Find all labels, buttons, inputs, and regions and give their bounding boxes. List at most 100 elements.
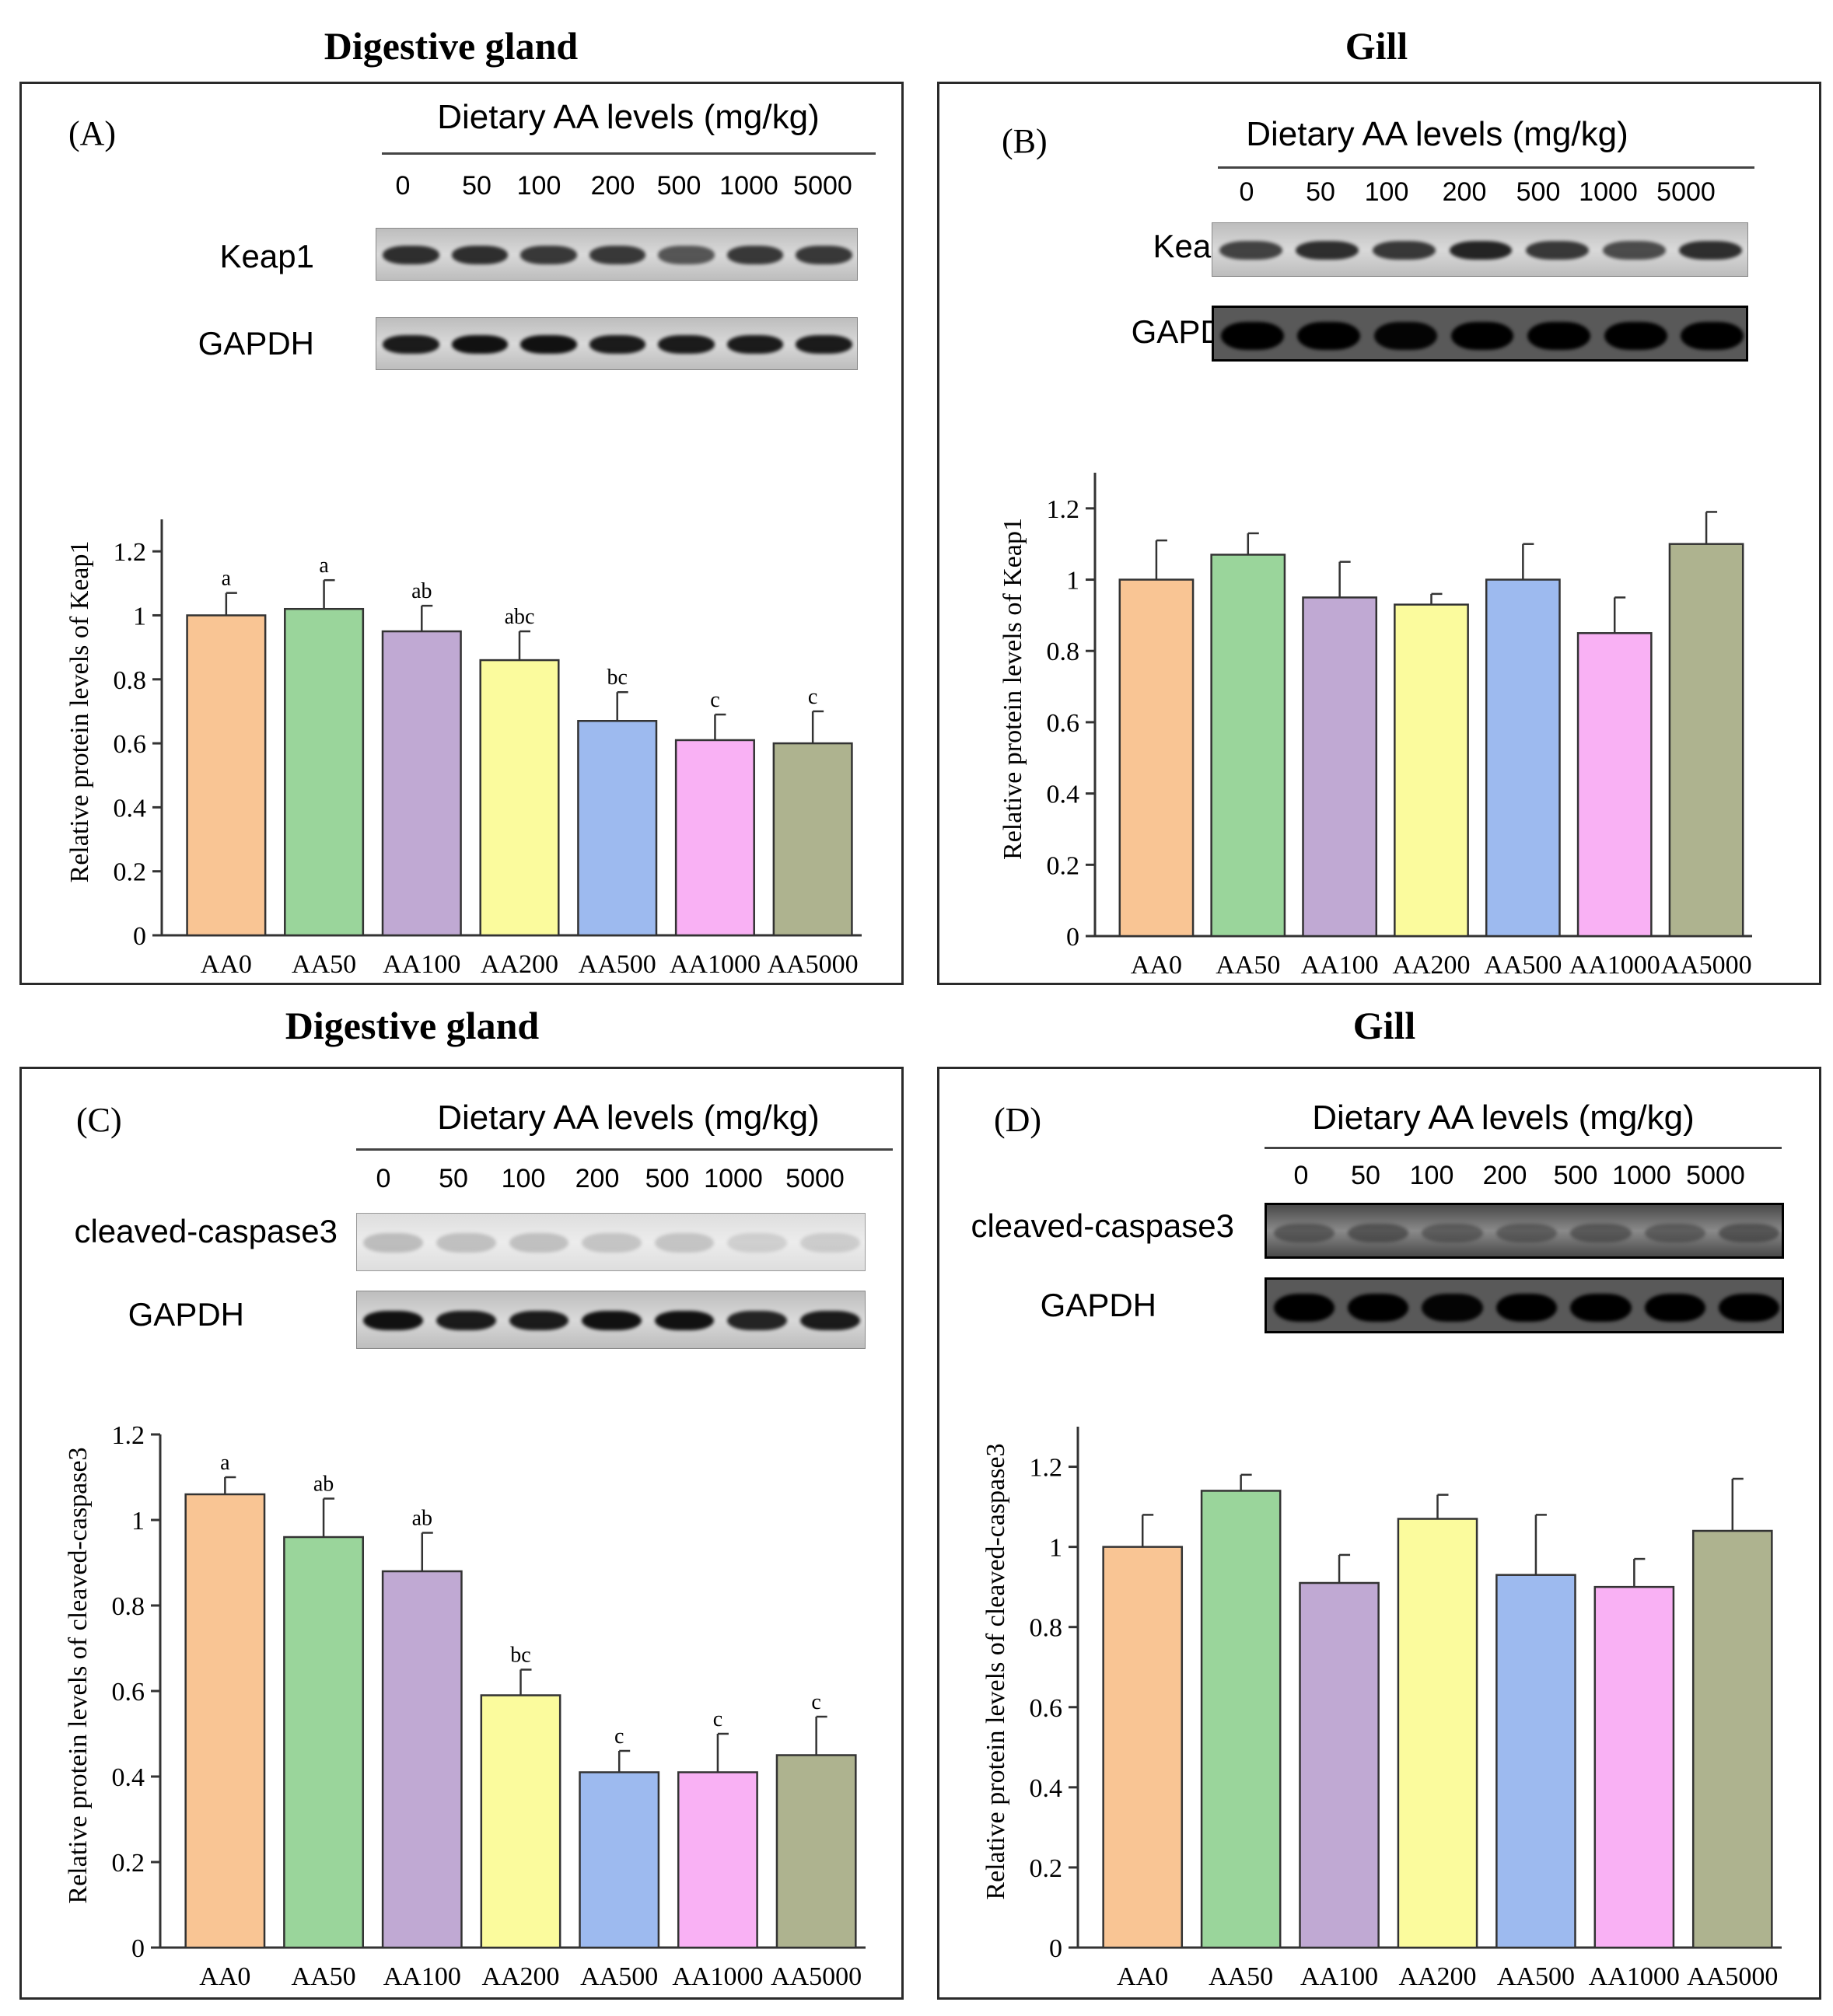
- x-tick-label: AA50: [292, 950, 356, 979]
- lane-label: 0: [376, 1164, 391, 1193]
- divider-line: [382, 152, 876, 155]
- blot-label-gapdh: GAPDH: [1040, 1287, 1156, 1323]
- y-tick-label: 0: [1049, 1934, 1062, 1963]
- x-tick-label: AA200: [1392, 951, 1470, 980]
- blot-band: [382, 246, 439, 264]
- significance-letter: ab: [313, 1473, 334, 1497]
- y-tick-label: 1.2: [114, 538, 147, 567]
- bar: [577, 720, 658, 937]
- y-tick-label: 0.8: [1047, 638, 1080, 666]
- y-tick-label: 0.6: [112, 1678, 145, 1707]
- y-tick-label: 0: [1066, 923, 1079, 952]
- blot-band: [1297, 322, 1361, 350]
- blot-band: [1296, 241, 1359, 260]
- panel-c: (C) Dietary AA levels (mg/kg) 0 50 100 200 5…: [19, 1067, 904, 2000]
- western-blot-gapdh: [356, 1291, 866, 1349]
- x-tick-label: AA0: [201, 950, 252, 979]
- blot-band: [582, 1310, 642, 1331]
- blot-band: [799, 1232, 860, 1253]
- y-tick-label: 0.2: [114, 858, 147, 887]
- lane-label: 100: [1409, 1161, 1454, 1190]
- divider-line: [1265, 1147, 1782, 1149]
- significance-letter: c: [713, 1707, 722, 1731]
- bar: [479, 659, 560, 937]
- blot-band: [1219, 241, 1282, 260]
- lane-label: 1000: [1612, 1161, 1671, 1190]
- y-tick-label: 0.6: [114, 730, 147, 759]
- blot-band: [658, 246, 715, 264]
- lane-label: 200: [575, 1164, 620, 1193]
- bar: [1102, 1546, 1184, 1949]
- blot-band: [451, 246, 509, 264]
- lane-label: 50: [439, 1164, 468, 1193]
- bar: [674, 739, 755, 937]
- x-tick-label: AA1000: [1569, 951, 1660, 980]
- x-tick-label: AA50: [1216, 951, 1280, 980]
- blot-band: [436, 1310, 496, 1331]
- blot-band: [1644, 1294, 1705, 1322]
- y-tick-label: 0: [131, 1934, 145, 1963]
- blot-band: [726, 335, 784, 354]
- lane-label: 0: [1239, 177, 1254, 207]
- blot-band: [1570, 1223, 1632, 1243]
- panel-label: (D): [994, 1101, 1042, 1139]
- bar: [186, 614, 267, 937]
- bar: [1302, 596, 1378, 938]
- bar: [1200, 1490, 1282, 1949]
- divider-line: [356, 1148, 893, 1151]
- blot-band: [727, 1310, 787, 1331]
- x-tick-label: AA5000: [771, 1962, 862, 1991]
- lane-label: 500: [1516, 177, 1561, 207]
- significance-letter: a: [319, 554, 329, 578]
- y-tick-label: 0.4: [1047, 781, 1080, 809]
- lane-label: 200: [1482, 1161, 1527, 1190]
- lane-label: 1000: [704, 1164, 763, 1193]
- bar: [677, 1771, 758, 1949]
- lane-label: 100: [501, 1164, 546, 1193]
- bar: [579, 1771, 660, 1949]
- blot-band: [1373, 241, 1436, 260]
- x-tick-label: AA0: [1131, 951, 1182, 980]
- x-tick-label: AA500: [1484, 951, 1562, 980]
- y-tick-label: 0.2: [112, 1849, 145, 1878]
- lane-label: 100: [516, 171, 561, 201]
- blot-band: [1681, 322, 1744, 350]
- y-axis-label: Relative protein levels of Keap1: [999, 518, 1027, 860]
- bar: [1691, 1529, 1773, 1949]
- blot-band: [363, 1232, 424, 1253]
- bar: [1299, 1581, 1380, 1949]
- blot-band: [589, 335, 646, 354]
- x-tick-label: AA0: [1117, 1962, 1168, 1991]
- bar: [1668, 543, 1744, 938]
- x-tick-label: AA500: [580, 1962, 658, 1991]
- blot-label-gapdh: GAPDH: [128, 1296, 244, 1333]
- significance-letter: ab: [412, 1507, 432, 1531]
- blot-band: [1604, 322, 1667, 350]
- lane-label: 5000: [785, 1164, 845, 1193]
- western-blot-keap1: [1212, 222, 1748, 277]
- x-tick-label: AA100: [383, 1962, 461, 1991]
- blot-band: [1449, 241, 1513, 260]
- bar: [381, 630, 462, 937]
- lane-label: 500: [1553, 1161, 1598, 1190]
- x-tick-label: AA200: [481, 950, 558, 979]
- western-blot-cleaved-caspase3: [1265, 1203, 1784, 1259]
- x-tick-label: AA50: [1209, 1962, 1273, 1991]
- title-digestive-gland-bottom: Digestive gland: [285, 1004, 540, 1047]
- blot-band: [1348, 1223, 1409, 1243]
- y-tick-label: 1: [1066, 567, 1079, 596]
- y-axis-label: Relative protein levels of cleaved-caspa…: [64, 1447, 93, 1903]
- lane-label: 50: [1306, 177, 1335, 207]
- bar: [381, 1570, 463, 1949]
- bar: [283, 1536, 365, 1949]
- x-tick-label: AA1000: [1589, 1962, 1680, 1991]
- blot-band: [654, 1310, 715, 1331]
- y-tick-label: 0.2: [1047, 851, 1080, 880]
- blot-label-gapdh: GAPDH: [198, 325, 314, 362]
- blot-band: [436, 1232, 496, 1253]
- blot-band: [796, 246, 853, 264]
- lane-label: 5000: [1686, 1161, 1745, 1190]
- y-tick-label: 0.8: [1030, 1614, 1063, 1643]
- significance-letter: c: [811, 1690, 820, 1714]
- blot-band: [1526, 241, 1589, 260]
